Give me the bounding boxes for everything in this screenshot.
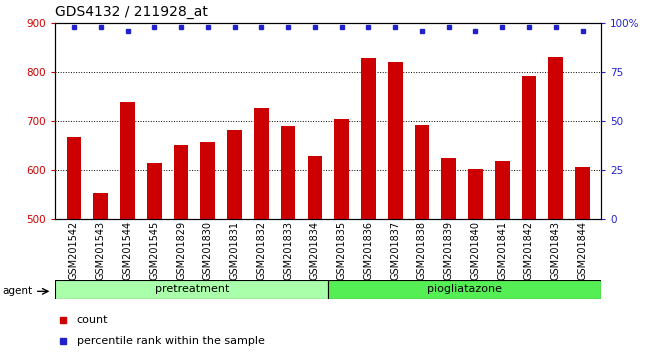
Bar <box>67 137 81 219</box>
Bar <box>120 102 135 219</box>
Bar <box>200 142 215 219</box>
Bar <box>307 156 322 219</box>
Bar <box>522 75 536 219</box>
Bar <box>174 145 188 219</box>
Bar <box>281 126 296 219</box>
Bar <box>575 167 590 219</box>
Bar <box>361 58 376 219</box>
Bar <box>254 108 268 219</box>
Bar <box>415 125 429 219</box>
Bar <box>55 280 328 299</box>
Bar <box>334 119 349 219</box>
Text: GDS4132 / 211928_at: GDS4132 / 211928_at <box>55 5 208 19</box>
Bar <box>328 280 601 299</box>
Bar <box>441 158 456 219</box>
Text: piogliatazone: piogliatazone <box>427 284 502 295</box>
Bar <box>388 62 402 219</box>
Text: agent: agent <box>2 286 32 296</box>
Bar <box>549 57 563 219</box>
Bar <box>94 193 108 219</box>
Text: count: count <box>77 315 108 325</box>
Bar <box>468 169 483 219</box>
Bar <box>495 161 510 219</box>
Bar <box>227 130 242 219</box>
Text: percentile rank within the sample: percentile rank within the sample <box>77 336 265 346</box>
Text: pretreatment: pretreatment <box>155 284 229 295</box>
Bar <box>147 163 162 219</box>
